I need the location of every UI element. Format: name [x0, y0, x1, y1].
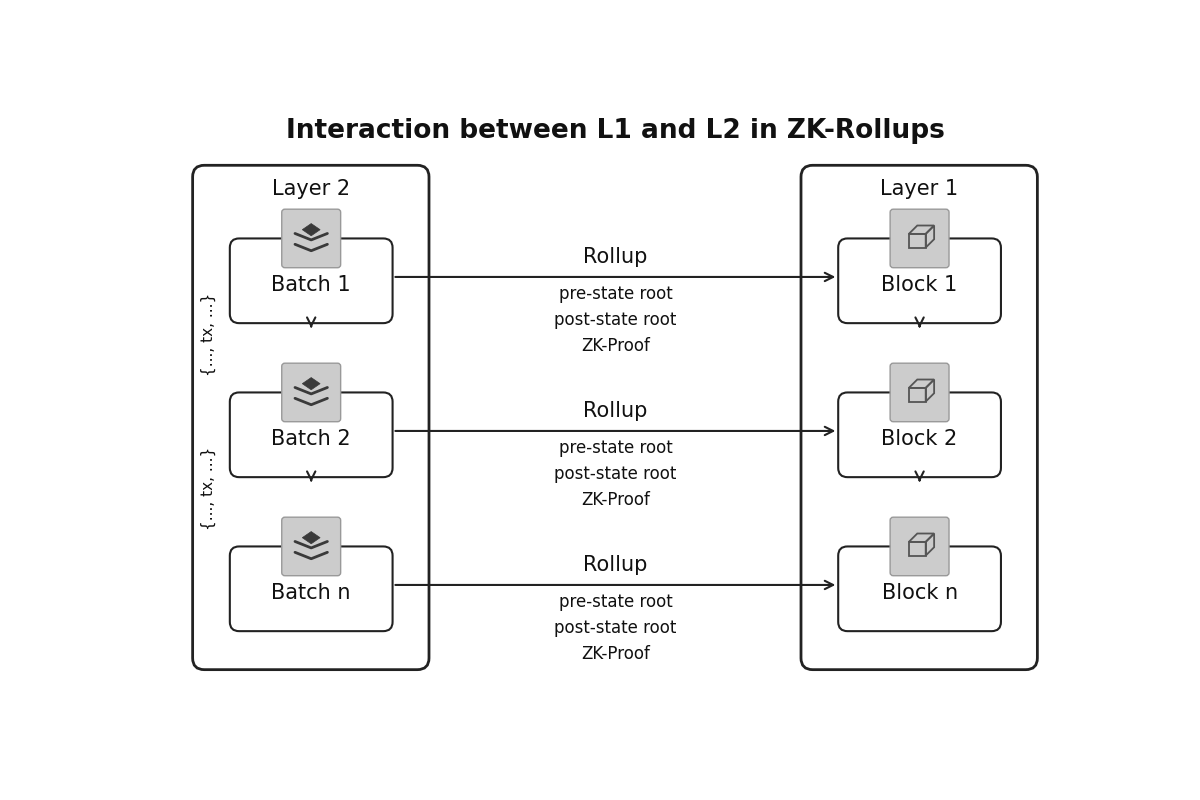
Text: Batch 2: Batch 2: [271, 429, 352, 449]
Text: Block n: Block n: [882, 582, 958, 602]
FancyBboxPatch shape: [890, 517, 949, 576]
Text: Batch n: Batch n: [271, 582, 350, 602]
Text: Layer 2: Layer 2: [271, 179, 350, 199]
FancyBboxPatch shape: [890, 209, 949, 268]
Polygon shape: [302, 378, 320, 390]
FancyBboxPatch shape: [230, 238, 392, 323]
Text: pre-state root
post-state root
ZK-Proof: pre-state root post-state root ZK-Proof: [554, 285, 677, 355]
FancyBboxPatch shape: [282, 517, 341, 576]
FancyBboxPatch shape: [838, 546, 1001, 631]
FancyBboxPatch shape: [802, 166, 1037, 670]
Text: {..., tx, ...}: {..., tx, ...}: [200, 447, 216, 530]
Polygon shape: [302, 531, 320, 544]
Text: {..., tx, ...}: {..., tx, ...}: [200, 293, 216, 376]
Text: Rollup: Rollup: [583, 555, 648, 575]
Text: Rollup: Rollup: [583, 247, 648, 267]
Text: Interaction between L1 and L2 in ZK-Rollups: Interaction between L1 and L2 in ZK-Roll…: [286, 118, 944, 143]
FancyBboxPatch shape: [282, 209, 341, 268]
FancyBboxPatch shape: [282, 363, 341, 422]
Text: Layer 1: Layer 1: [880, 179, 959, 199]
FancyBboxPatch shape: [230, 546, 392, 631]
FancyBboxPatch shape: [193, 166, 430, 670]
FancyBboxPatch shape: [230, 393, 392, 477]
FancyBboxPatch shape: [838, 393, 1001, 477]
FancyBboxPatch shape: [838, 238, 1001, 323]
Polygon shape: [302, 223, 320, 236]
Text: Batch 1: Batch 1: [271, 274, 352, 294]
Text: Rollup: Rollup: [583, 401, 648, 421]
FancyBboxPatch shape: [890, 363, 949, 422]
Text: pre-state root
post-state root
ZK-Proof: pre-state root post-state root ZK-Proof: [554, 438, 677, 510]
Text: pre-state root
post-state root
ZK-Proof: pre-state root post-state root ZK-Proof: [554, 593, 677, 663]
Text: Block 1: Block 1: [882, 274, 958, 294]
Text: Block 2: Block 2: [882, 429, 958, 449]
